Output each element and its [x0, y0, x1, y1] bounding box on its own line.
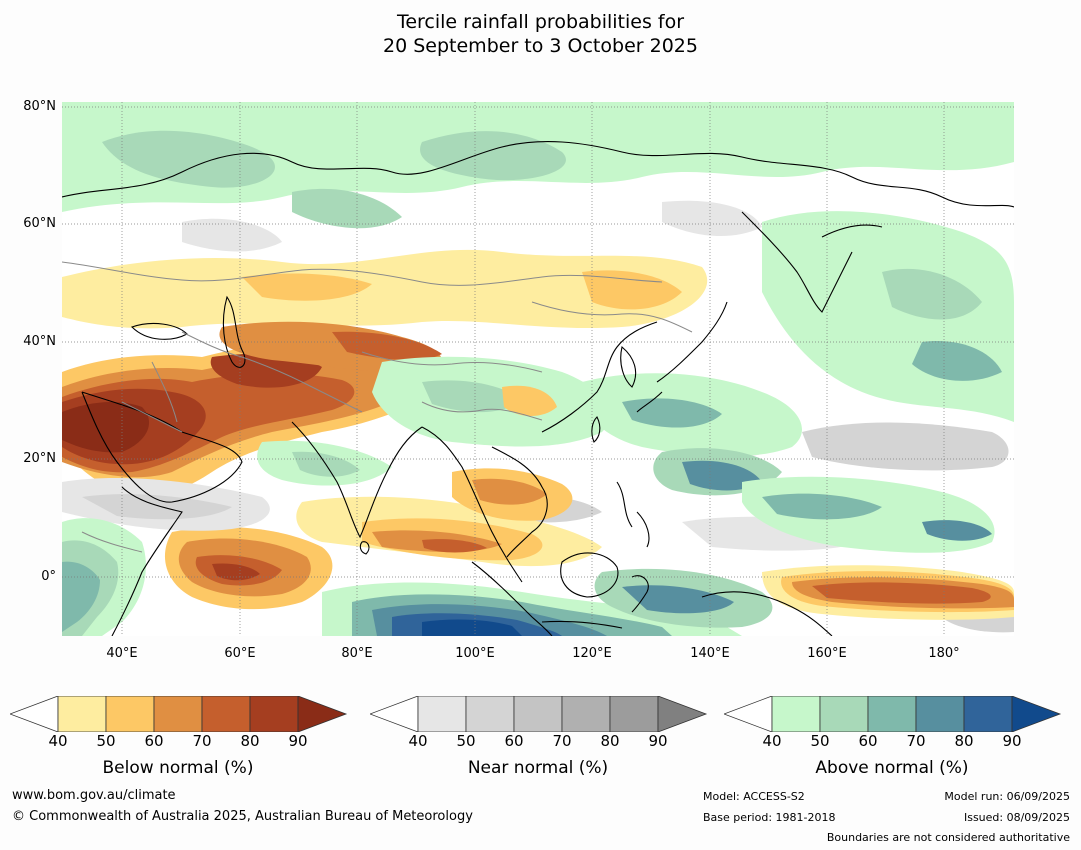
probability-map [62, 102, 1014, 636]
lon-label-160e: 160°E [807, 646, 847, 661]
website-link[interactable]: www.bom.gov.au/climate [12, 788, 176, 803]
below-normal-title: Below normal (%) [102, 758, 254, 778]
above-swatch-0 [724, 696, 773, 732]
near-swatch-2 [465, 696, 515, 732]
copyright-text: © Commonwealth of Australia 2025, Austra… [12, 809, 473, 824]
above-swatch-1 [771, 696, 821, 732]
base-period-text: Base period: 1981-2018 [703, 811, 836, 824]
near-tick-50: 50 [456, 732, 476, 750]
below-swatch-2 [105, 696, 155, 732]
near-tick-60: 60 [504, 732, 524, 750]
below-swatch-5 [249, 696, 299, 732]
above-swatch-4 [915, 696, 965, 732]
country-borders [62, 261, 693, 553]
below-swatch-4 [201, 696, 251, 732]
lat-label-0: 0° [41, 569, 56, 584]
near-swatch-6 [657, 696, 708, 732]
below-swatch-0 [10, 696, 59, 732]
near-tick-70: 70 [552, 732, 572, 750]
disclaimer-text: Boundaries are not considered authoritat… [826, 831, 1070, 844]
lon-label-60e: 60°E [224, 646, 256, 661]
lat-label-20n: 20°N [23, 451, 56, 466]
above-tick-80: 80 [954, 732, 974, 750]
near-normal-title: Near normal (%) [467, 758, 609, 778]
above-normal-title: Above normal (%) [815, 758, 969, 778]
near-tick-90: 90 [648, 732, 668, 750]
above-swatch-5 [963, 696, 1013, 732]
map-canvas [62, 102, 1014, 636]
below-tick-60: 60 [144, 732, 164, 750]
below-tick-40: 40 [48, 732, 68, 750]
near-swatch-0 [370, 696, 419, 732]
below-swatch-6 [297, 696, 348, 732]
near-swatch-4 [561, 696, 611, 732]
title-line-2: 20 September to 3 October 2025 [383, 35, 698, 57]
lon-label-120e: 120°E [572, 646, 612, 661]
above-tick-50: 50 [810, 732, 830, 750]
above-swatch-6 [1011, 696, 1062, 732]
map-title: Tercile rainfall probabilities for 20 Se… [0, 10, 1081, 58]
model-run-text: Model run: 06/09/2025 [944, 790, 1070, 803]
coastlines [62, 141, 1014, 636]
below-tick-70: 70 [192, 732, 212, 750]
above-tick-70: 70 [906, 732, 926, 750]
map-gridlines [62, 102, 1014, 636]
lon-label-180: 180° [928, 646, 960, 661]
above-tick-60: 60 [858, 732, 878, 750]
below-tick-50: 50 [96, 732, 116, 750]
lat-label-60n: 60°N [23, 216, 56, 231]
above-swatch-3 [867, 696, 917, 732]
below-tick-90: 90 [288, 732, 308, 750]
above-swatch-2 [819, 696, 869, 732]
near-normal-colorbar [370, 696, 708, 732]
below-swatch-3 [153, 696, 203, 732]
title-line-1: Tercile rainfall probabilities for [396, 11, 685, 33]
issued-text: Issued: 08/09/2025 [963, 811, 1070, 824]
above-tick-40: 40 [762, 732, 782, 750]
near-tick-40: 40 [408, 732, 428, 750]
above-tick-90: 90 [1002, 732, 1022, 750]
below-tick-80: 80 [240, 732, 260, 750]
lon-label-40e: 40°E [106, 646, 138, 661]
near-swatch-5 [609, 696, 659, 732]
lon-label-80e: 80°E [341, 646, 373, 661]
below-swatch-1 [57, 696, 107, 732]
lon-label-100e: 100°E [455, 646, 495, 661]
lon-label-140e: 140°E [690, 646, 730, 661]
above-normal-colorbar [724, 696, 1062, 732]
near-swatch-3 [513, 696, 563, 732]
lat-label-80n: 80°N [23, 99, 56, 114]
below-normal-colorbar [10, 696, 348, 732]
near-tick-80: 80 [600, 732, 620, 750]
near-swatch-1 [417, 696, 467, 732]
model-text: Model: ACCESS-S2 [703, 790, 805, 803]
lat-label-40n: 40°N [23, 334, 56, 349]
